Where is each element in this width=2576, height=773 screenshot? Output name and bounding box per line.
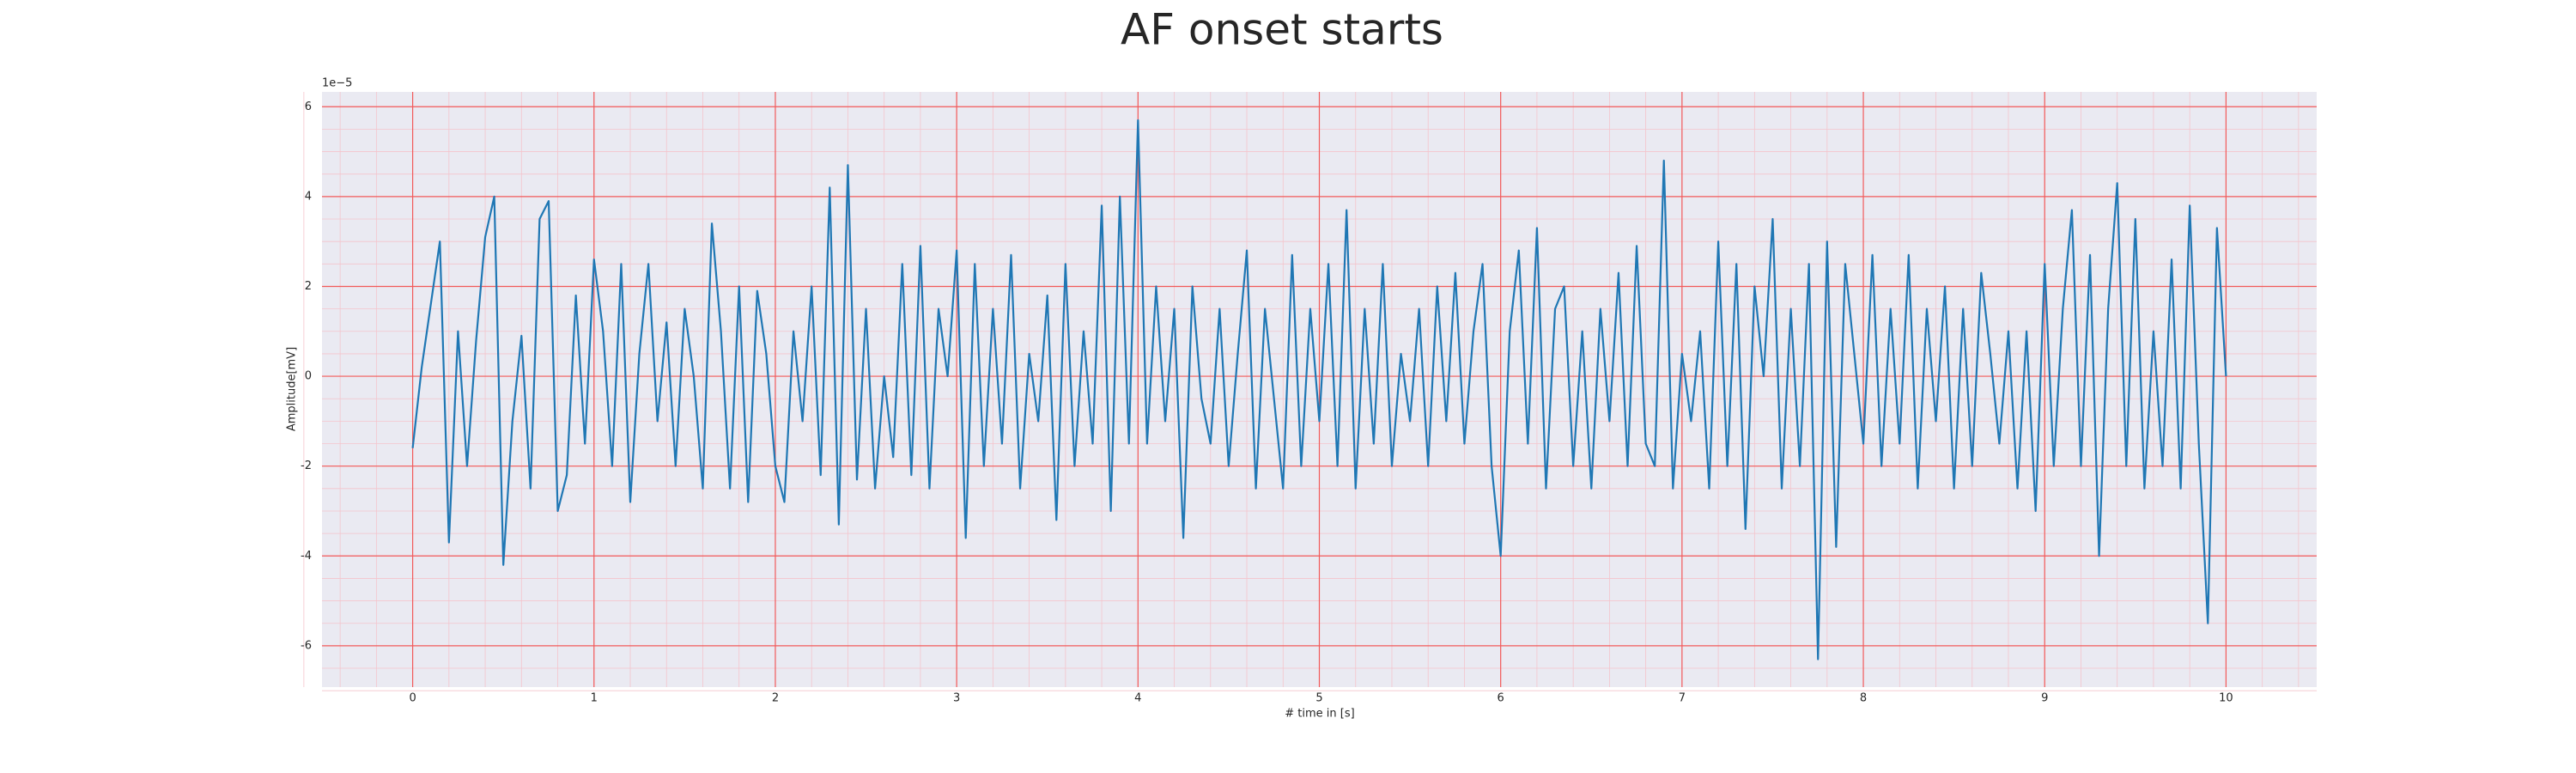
y-tick-label: 4 (305, 190, 312, 203)
x-tick-label: 9 (2041, 692, 2048, 705)
x-tick-label: 0 (409, 692, 416, 705)
grid (303, 92, 2317, 691)
plot-lines (411, 119, 2227, 660)
x-tick-label: 8 (1860, 692, 1867, 705)
y-tick-label: -2 (301, 460, 312, 472)
x-tick-label: 7 (1679, 692, 1686, 705)
y-tick-label: -4 (301, 550, 312, 563)
y-tick-label: -6 (301, 639, 312, 652)
x-tick-label: 2 (772, 692, 779, 705)
x-tick-label: 1 (591, 692, 598, 705)
y-offset-label: 1e−5 (322, 77, 352, 90)
x-tick-label: 3 (953, 692, 960, 705)
y-tick-label: 6 (305, 100, 312, 113)
x-tick-label: 6 (1498, 692, 1504, 705)
x-axis-label: # time in [s] (1285, 708, 1354, 721)
chart-title: AF onset starts (1121, 5, 1443, 55)
y-axis-label: Amplitude[mV] (286, 347, 299, 431)
y-tick-label: 0 (305, 370, 312, 383)
x-tick-label: 5 (1315, 692, 1322, 705)
x-tick-label: 4 (1134, 692, 1141, 705)
signal-line (411, 119, 2227, 660)
x-tick-label: 10 (2219, 692, 2233, 705)
y-tick-label: 2 (305, 280, 312, 293)
